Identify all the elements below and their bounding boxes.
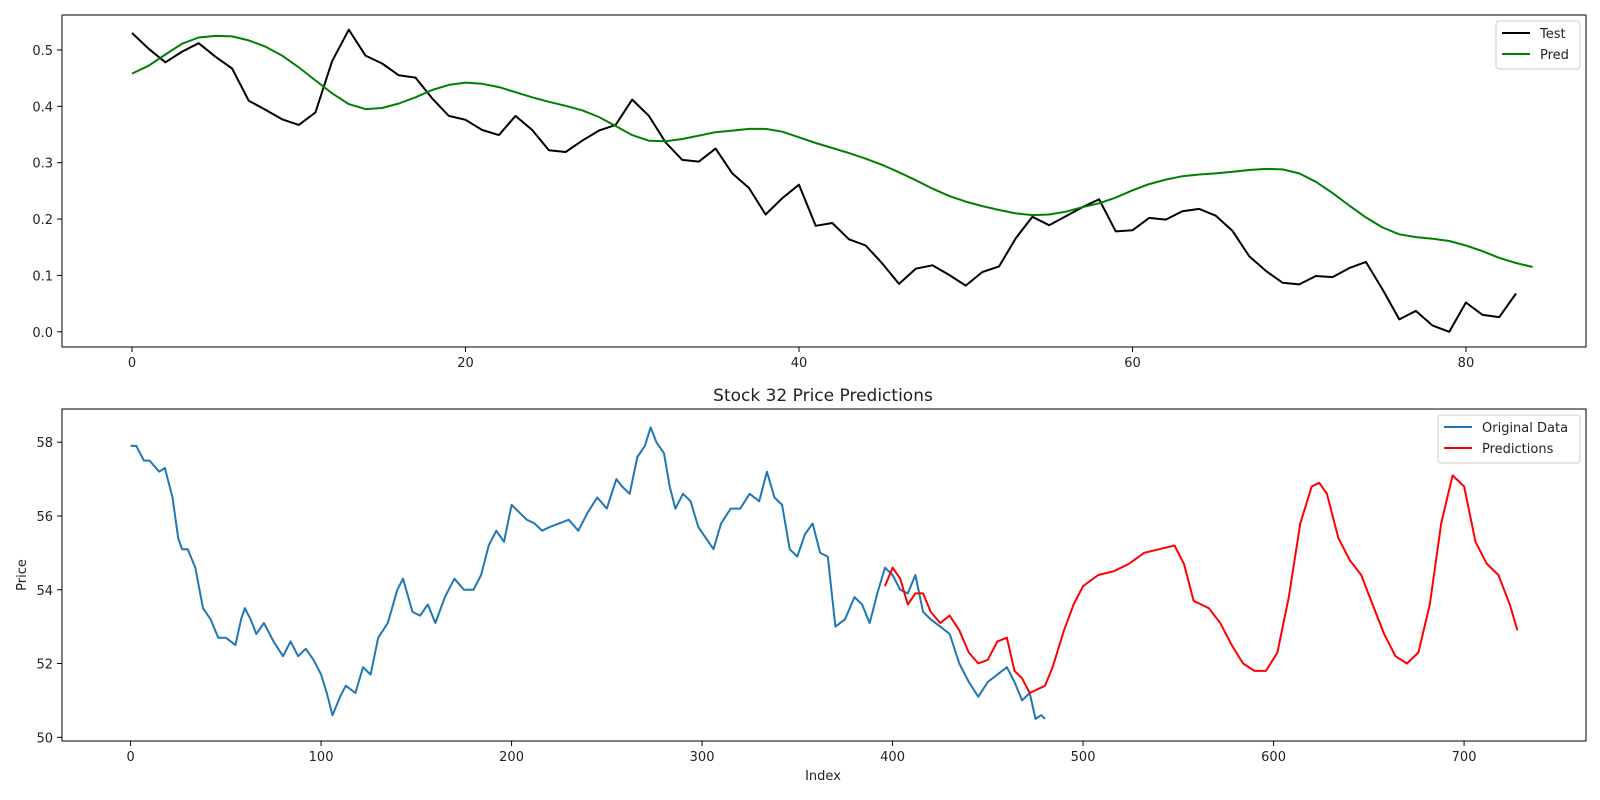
y-tick-label: 0.3 [32, 157, 53, 172]
x-tick-label: 400 [880, 750, 905, 765]
x-tick-label: 80 [1458, 356, 1475, 371]
bottom-legend: Original Data Predictions [1437, 414, 1581, 464]
top-legend: Test Pred [1495, 20, 1581, 70]
y-tick-label: 50 [36, 731, 53, 746]
x-tick-label: 600 [1261, 750, 1286, 765]
y-tick-label: 56 [36, 510, 53, 525]
y-tick-label: 0.1 [32, 269, 53, 284]
x-tick-label: 200 [499, 750, 524, 765]
x-tick-label: 0 [126, 750, 134, 765]
x-tick-label: 60 [1124, 356, 1141, 371]
series-line-test [131, 28, 1517, 333]
y-tick-label: 54 [36, 584, 53, 599]
series-line-original-data [130, 426, 1046, 720]
legend-predictions-label: Predictions [1482, 442, 1554, 457]
x-tick-label: 40 [791, 356, 808, 371]
bottom-x-axis-label: Index [805, 769, 841, 784]
bottom-chart-title: Stock 32 Price Predictions [713, 386, 933, 406]
series-line-pred [131, 34, 1533, 268]
legend-original-data-label: Original Data [1482, 421, 1568, 436]
series-line-predictions [884, 474, 1519, 694]
x-tick-label: 100 [309, 750, 334, 765]
legend-test-label: Test [1539, 27, 1566, 42]
y-tick-label: 58 [36, 436, 53, 451]
bottom-y-axis-label: Price [15, 559, 30, 591]
x-tick-label: 300 [690, 750, 715, 765]
x-tick-label: 700 [1452, 750, 1477, 765]
y-tick-label: 0.4 [32, 100, 53, 115]
top-subplot: 0 20 40 60 80 0.0 0.1 0.2 0.3 0.4 0.5 Test Pred [32, 14, 1587, 371]
legend-pred-label: Pred [1540, 48, 1569, 63]
y-tick-label: 0.5 [32, 44, 53, 59]
y-tick-label: 0.2 [32, 213, 53, 228]
x-tick-label: 20 [457, 356, 474, 371]
y-tick-label: 0.0 [32, 326, 53, 341]
x-tick-label: 0 [128, 356, 136, 371]
bottom-subplot: Stock 32 Price Predictions 0 100 200 300 400… [15, 386, 1587, 784]
x-tick-label: 500 [1071, 750, 1096, 765]
y-tick-label: 52 [36, 658, 53, 673]
